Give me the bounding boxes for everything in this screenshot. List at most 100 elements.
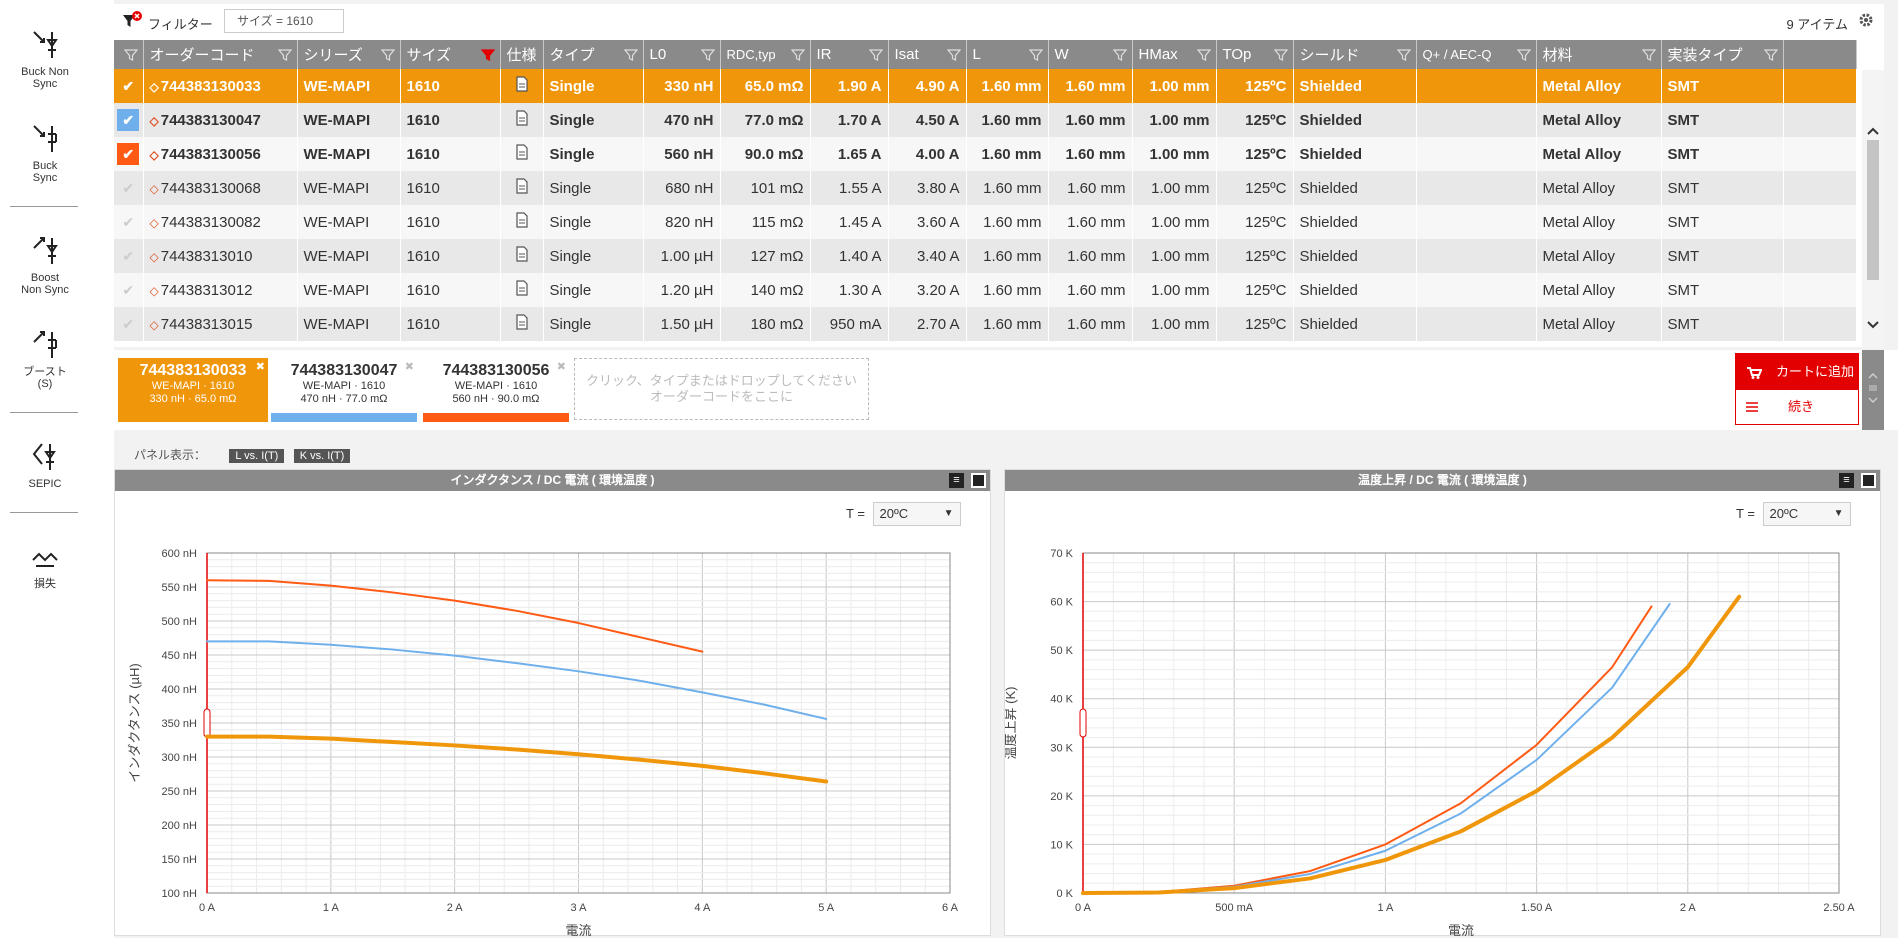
col-select[interactable] bbox=[114, 40, 144, 69]
col-material[interactable]: 材料 bbox=[1536, 40, 1662, 69]
temperature-dropdown[interactable]: 20ºC ▼ bbox=[1762, 502, 1851, 526]
table-row[interactable]: ✔ ◇ 74438313012 WE-MAPI 1610 Single 1.20 µH 140… bbox=[114, 273, 1857, 307]
table-row[interactable]: ✔ ◇ 744383130082 WE-MAPI 1610 Single 820 nH 115… bbox=[114, 205, 1857, 239]
col-l0[interactable]: L0 bbox=[643, 40, 721, 69]
pdf-icon[interactable] bbox=[500, 239, 544, 273]
check-icon[interactable]: ✔ bbox=[122, 78, 135, 94]
col-hmax[interactable]: HMax bbox=[1132, 40, 1217, 69]
row-checkbox[interactable]: ✔ bbox=[114, 137, 144, 171]
filter-icon[interactable] bbox=[1763, 48, 1778, 62]
scroll-thumb[interactable] bbox=[1867, 140, 1879, 280]
col-mount[interactable]: 実装タイプ bbox=[1661, 40, 1784, 69]
close-icon[interactable]: ✖ bbox=[255, 361, 265, 373]
filter-icon[interactable] bbox=[1396, 48, 1411, 62]
filter-icon[interactable] bbox=[277, 48, 292, 62]
buck-sync-button[interactable]: Buck Sync bbox=[0, 122, 90, 184]
col-rdc[interactable]: RDC,typ bbox=[720, 40, 811, 69]
menu-icon[interactable]: ≡ bbox=[1839, 473, 1854, 488]
boost-non-sync-button[interactable]: Boost Non Sync bbox=[0, 234, 90, 296]
filter-icon[interactable] bbox=[1516, 48, 1531, 62]
filter-icon[interactable] bbox=[790, 48, 805, 62]
filter-chip[interactable]: サイズ = 1610 bbox=[224, 9, 344, 33]
row-checkbox[interactable]: ✔ bbox=[114, 171, 144, 205]
boost-sync-button[interactable]: ブースト (S) bbox=[0, 328, 90, 390]
table-row[interactable]: ✔ ◇ 744383130068 WE-MAPI 1610 Single 680 nH 101… bbox=[114, 171, 1857, 205]
continue-button[interactable]: 続き bbox=[1736, 390, 1858, 424]
close-icon[interactable]: ✖ bbox=[556, 361, 566, 373]
pdf-icon[interactable] bbox=[500, 103, 544, 137]
comparison-scrollbar[interactable] bbox=[1862, 350, 1884, 430]
filter-icon[interactable] bbox=[380, 48, 395, 62]
table-row[interactable]: ✔ ◇ 74438313015 WE-MAPI 1610 Single 1.50 µH 180… bbox=[114, 307, 1857, 341]
row-checkbox[interactable]: ✔ bbox=[114, 307, 144, 341]
col-isat[interactable]: Isat bbox=[888, 40, 967, 69]
order-code-cell[interactable]: ◇ 744383130082 bbox=[143, 205, 298, 239]
loss-button[interactable]: 損失 bbox=[0, 546, 90, 590]
gear-icon[interactable] bbox=[1858, 12, 1874, 28]
check-icon[interactable]: ✔ bbox=[122, 214, 135, 230]
filter-icon[interactable] bbox=[1196, 48, 1211, 62]
check-icon[interactable]: ✔ bbox=[122, 180, 135, 196]
selected-card[interactable]: ✖ 744383130033 WE-MAPI · 1610 330 nH · 6… bbox=[118, 358, 268, 422]
check-icon[interactable]: ✔ bbox=[122, 316, 135, 332]
pdf-icon[interactable] bbox=[500, 69, 544, 103]
table-vertical-scrollbar[interactable] bbox=[1862, 70, 1884, 347]
col-series[interactable]: シリーズ bbox=[297, 40, 401, 69]
filter-active-icon[interactable] bbox=[480, 48, 495, 62]
table-row[interactable]: ✔ ◇ 74438313010 WE-MAPI 1610 Single 1.00 µH 127… bbox=[114, 239, 1857, 273]
order-code-cell[interactable]: ◇ 744383130033 bbox=[143, 69, 298, 103]
filter-icon[interactable] bbox=[1641, 48, 1656, 62]
table-row[interactable]: ✔ ◇ 744383130047 WE-MAPI 1610 Single 470 nH 77.… bbox=[114, 103, 1857, 137]
temperature-dropdown[interactable]: 20ºC ▼ bbox=[872, 502, 961, 526]
filter-icon[interactable] bbox=[1112, 48, 1127, 62]
filter-icon[interactable] bbox=[700, 48, 715, 62]
col-spec[interactable]: 仕様 bbox=[500, 40, 544, 69]
table-row[interactable]: ✔ ◇ 744383130033 WE-MAPI 1610 Single 330 nH 65.… bbox=[114, 69, 1857, 103]
row-checkbox[interactable]: ✔ bbox=[114, 103, 144, 137]
pdf-icon[interactable] bbox=[500, 205, 544, 239]
close-icon[interactable]: ✖ bbox=[404, 361, 414, 373]
chevron-up-icon[interactable] bbox=[1866, 126, 1880, 136]
row-checkbox[interactable]: ✔ bbox=[114, 273, 144, 307]
order-code-cell[interactable]: ◇ 74438313015 bbox=[143, 307, 298, 341]
filter-icon[interactable] bbox=[1273, 48, 1288, 62]
filter-icon[interactable] bbox=[946, 48, 961, 62]
drag-handle-icon[interactable] bbox=[1868, 384, 1878, 392]
menu-icon[interactable]: ≡ bbox=[949, 473, 964, 488]
table-row[interactable]: ✔ ◇ 744383130056 WE-MAPI 1610 Single 560 nH 90.… bbox=[114, 137, 1857, 171]
col-l[interactable]: L bbox=[966, 40, 1049, 69]
col-shield[interactable]: シールド bbox=[1293, 40, 1417, 69]
order-code-cell[interactable]: ◇ 744383130047 bbox=[143, 103, 298, 137]
tab-k-vs-i[interactable]: K vs. I(T) bbox=[293, 449, 351, 463]
order-code-cell[interactable]: ◇ 74438313012 bbox=[143, 273, 298, 307]
chevron-down-icon[interactable] bbox=[1866, 320, 1880, 330]
chevron-up-icon[interactable] bbox=[1868, 372, 1878, 380]
check-icon[interactable]: ✔ bbox=[122, 248, 135, 264]
maximize-icon[interactable] bbox=[1861, 473, 1876, 488]
chevron-down-icon[interactable] bbox=[1868, 396, 1878, 404]
add-to-cart-button[interactable]: カートに追加 bbox=[1736, 354, 1858, 390]
col-top[interactable]: TOp bbox=[1216, 40, 1294, 69]
pdf-icon[interactable] bbox=[500, 307, 544, 341]
row-checkbox[interactable]: ✔ bbox=[114, 69, 144, 103]
col-type[interactable]: タイプ bbox=[543, 40, 644, 69]
maximize-icon[interactable] bbox=[971, 473, 986, 488]
order-code-cell[interactable]: ◇ 74438313010 bbox=[143, 239, 298, 273]
check-icon[interactable]: ✔ bbox=[117, 109, 140, 131]
col-size[interactable]: サイズ bbox=[400, 40, 501, 69]
order-code-cell[interactable]: ◇ 744383130056 bbox=[143, 137, 298, 171]
order-code-dropzone[interactable]: クリック、タイプまたはドロップしてください オーダーコードをここに bbox=[574, 358, 869, 420]
filter-icon[interactable] bbox=[1028, 48, 1043, 62]
pdf-icon[interactable] bbox=[500, 273, 544, 307]
col-w[interactable]: W bbox=[1048, 40, 1133, 69]
row-checkbox[interactable]: ✔ bbox=[114, 205, 144, 239]
row-checkbox[interactable]: ✔ bbox=[114, 239, 144, 273]
filter-icon[interactable] bbox=[868, 48, 883, 62]
sepic-button[interactable]: SEPIC bbox=[0, 440, 90, 490]
selected-card[interactable]: ✖ 744383130056 WE-MAPI · 1610 560 nH · 9… bbox=[423, 358, 569, 422]
pdf-icon[interactable] bbox=[500, 171, 544, 205]
pdf-icon[interactable] bbox=[500, 137, 544, 171]
col-order-code[interactable]: オーダーコード bbox=[143, 40, 298, 69]
filter-icon[interactable] bbox=[623, 48, 638, 62]
order-code-cell[interactable]: ◇ 744383130068 bbox=[143, 171, 298, 205]
